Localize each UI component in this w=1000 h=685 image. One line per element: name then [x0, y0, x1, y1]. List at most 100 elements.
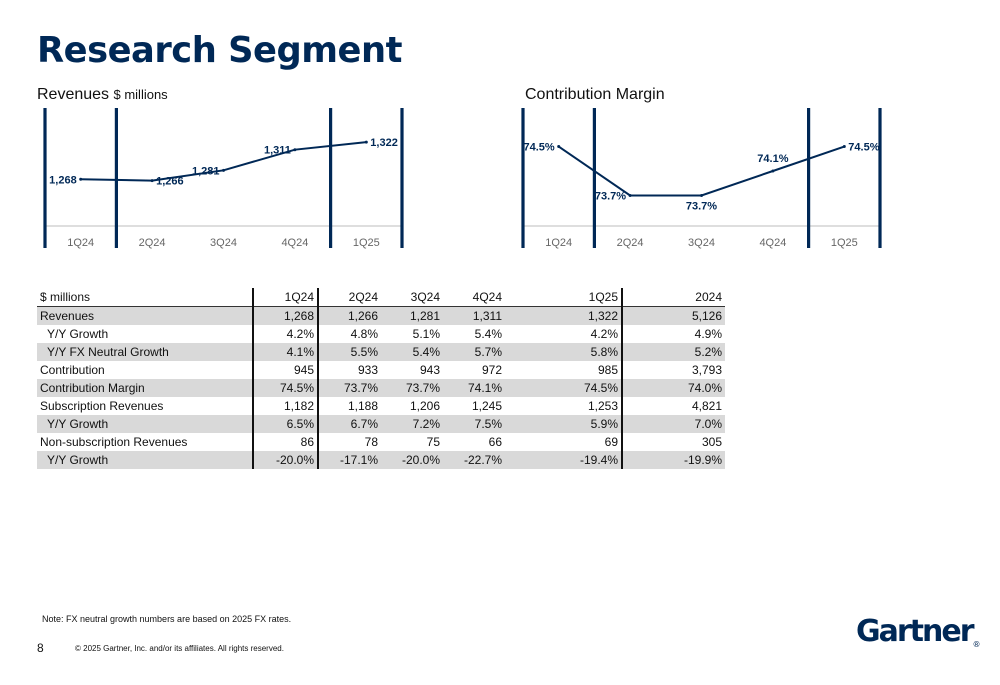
revenues-series-line: [80, 141, 367, 182]
fx-note: Note: FX neutral growth numbers are base…: [42, 614, 292, 624]
table-row: Non-subscription Revenues 86 78 75 66 69 305: [37, 433, 725, 451]
revenues-title-text: Revenues: [37, 86, 110, 103]
revenues-chart-title: Revenues $ millions: [37, 86, 168, 104]
table-header-cell: 4Q24: [443, 288, 505, 307]
margin-data-label: 74.1%: [757, 153, 788, 165]
margin-title-text: Contribution Margin: [525, 86, 665, 103]
revenues-tick-label: 4Q24: [281, 237, 308, 249]
revenues-tick-label: 1Q24: [67, 237, 94, 249]
revenues-tick-label: 1Q25: [353, 237, 380, 249]
table-cell: -19.9%: [622, 451, 725, 469]
margin-series-line: [558, 145, 845, 197]
table-gap-cell: [505, 397, 561, 415]
table-cell: 6.7%: [317, 415, 381, 433]
row-label: Non-subscription Revenues: [40, 435, 188, 449]
table-cell: -20.0%: [252, 451, 318, 469]
table-header-cell: 2Q24: [317, 288, 381, 307]
table-cell: 7.0%: [622, 415, 725, 433]
margin-point-2Q24: [628, 193, 632, 197]
table-cell: 972: [481, 363, 502, 377]
revenues-unit-text: $ millions: [113, 87, 168, 102]
row-label: Contribution: [40, 363, 105, 377]
logo-text: Gartner: [856, 614, 975, 649]
revenues-data-label: 1,311: [264, 145, 291, 157]
table-cell: 1,322: [561, 306, 623, 325]
revenues-tick-label: 3Q24: [210, 237, 237, 249]
table-cell: -20.0%: [381, 451, 443, 469]
table-gap-cell: [505, 343, 561, 361]
copyright-text: © 2025 Gartner, Inc. and/or its affiliat…: [75, 644, 284, 653]
table-cell: 3,793: [691, 363, 722, 377]
table-cell: 74.0%: [622, 379, 725, 397]
margin-tick-label: 4Q24: [759, 237, 786, 249]
table-cell: 4.2%: [252, 325, 318, 343]
table-cell: 74.5%: [252, 379, 318, 397]
margin-tick-label: 2Q24: [617, 237, 644, 249]
table-row: Revenues 1,268 1,266 1,281 1,311 1,322 5,126: [37, 306, 725, 325]
table-cell: 5.8%: [561, 343, 623, 361]
table-gap-cell: [505, 325, 561, 343]
row-label: Y/Y FX Neutral Growth: [37, 343, 253, 361]
table-cell: 7.5%: [443, 415, 505, 433]
table-header-cell: 1Q24: [252, 288, 318, 307]
table-gap-cell: [505, 451, 561, 469]
table-cell: 1,281: [381, 306, 443, 325]
table-cell: 5,126: [622, 306, 725, 325]
row-label: Y/Y Growth: [37, 451, 253, 469]
revenues-data-label: 1,281: [192, 165, 220, 177]
table-row: Contribution 945 933 943 972 985 3,793: [37, 361, 725, 379]
table-cell: 73.7%: [381, 379, 443, 397]
gartner-logo: Gartner®: [856, 614, 981, 649]
table-cell: 5.1%: [412, 327, 440, 341]
table-cell: 4.9%: [694, 327, 722, 341]
table-gap-cell: [505, 306, 561, 325]
table-cell: 1,266: [317, 306, 381, 325]
table-cell: -22.7%: [443, 451, 505, 469]
table-cell: 73.7%: [317, 379, 381, 397]
revenues-tick-label: 2Q24: [139, 237, 166, 249]
revenues-point-1Q25: [364, 140, 368, 144]
table-cell: 5.9%: [561, 415, 623, 433]
margin-point-1Q25: [842, 145, 846, 149]
table-cell: 4,821: [691, 399, 722, 413]
table-row: Subscription Revenues 1,182 1,188 1,206 1,24…: [37, 397, 725, 415]
table-cell: 5.2%: [622, 343, 725, 361]
table-cell: 66: [488, 435, 502, 449]
table-cell: 945: [252, 361, 318, 379]
table-cell: 1,268: [252, 306, 318, 325]
table-cell: 5.4%: [381, 343, 443, 361]
table-cell: 4.2%: [561, 325, 623, 343]
table-header-row: $ millions 1Q24 2Q24 3Q24 4Q24 1Q25 2024: [37, 288, 725, 307]
table-cell: 6.5%: [252, 415, 318, 433]
table-cell: 4.8%: [317, 325, 381, 343]
table-cell: 943: [419, 363, 440, 377]
table-cell: -17.1%: [317, 451, 381, 469]
table-cell: 74.1%: [443, 379, 505, 397]
table-row: Y/Y Growth 4.2% 4.8% 5.1% 5.4% 4.2% 4.9%: [37, 325, 725, 343]
table-row: Y/Y FX Neutral Growth 4.1% 5.5% 5.4% 5.7% 5.8…: [37, 343, 725, 361]
revenues-line-chart: 1,268 1,266 1,281 1,311 1,322 1Q24 2Q24 3Q24 4Q2…: [43, 108, 404, 249]
logo-registered-mark: ®: [972, 640, 981, 649]
revenues-data-label: 1,322: [370, 137, 398, 149]
table-cell: 1,245: [471, 399, 502, 413]
table-cell: 1,188: [317, 397, 381, 415]
table-header-cell: 3Q24: [381, 288, 443, 307]
table-row: Y/Y Growth 6.5% 6.7% 7.2% 7.5% 5.9% 7.0%: [37, 415, 725, 433]
table-cell: 933: [317, 361, 381, 379]
margin-chart-title: Contribution Margin: [525, 86, 665, 104]
table-cell: 985: [561, 361, 623, 379]
table-gap-cell: [505, 415, 561, 433]
margin-data-label: 73.7%: [595, 190, 626, 202]
row-label: Contribution Margin: [37, 379, 253, 397]
table-cell: 5.5%: [317, 343, 381, 361]
margin-tick-label: 3Q24: [688, 237, 715, 249]
row-label: Subscription Revenues: [40, 399, 164, 413]
financial-table: $ millions 1Q24 2Q24 3Q24 4Q24 1Q25 2024…: [37, 288, 725, 469]
row-label: Y/Y Growth: [37, 415, 253, 433]
table-gap-cell: [505, 379, 561, 397]
table-cell: 75: [426, 435, 440, 449]
table-gap-cell: [505, 288, 561, 307]
table-cell: -19.4%: [561, 451, 623, 469]
table-cell: 305: [701, 435, 722, 449]
table-cell: 69: [561, 433, 623, 451]
